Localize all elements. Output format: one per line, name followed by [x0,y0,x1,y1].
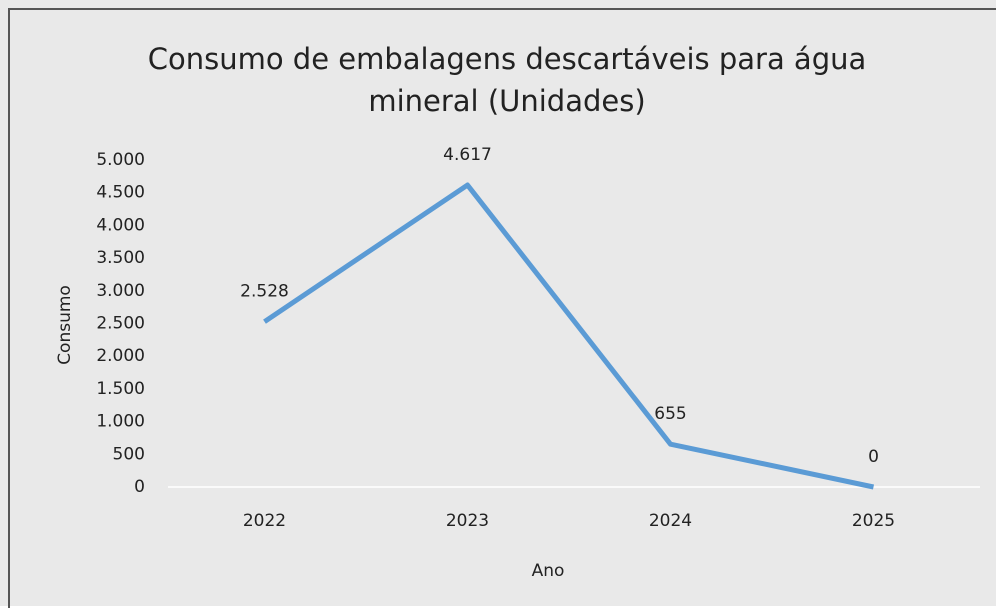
data-label: 2.528 [240,282,289,302]
y-tick-label: 0 [134,477,145,497]
x-tick-label: 2025 [852,511,895,531]
y-tick-label: 4.500 [96,183,145,203]
y-tick-label: 1.500 [96,379,145,399]
y-tick-label: 500 [113,444,145,464]
y-tick-label: 2.500 [96,314,145,334]
data-label: 0 [868,447,879,467]
frame [8,8,996,608]
chart-title: Consumo de embalagens descartáveis para … [147,42,867,118]
line [263,182,875,490]
y-tick-label: 3.000 [96,281,145,301]
x-tick-label: 2022 [243,511,286,531]
y-axis-label: Consumo [55,285,75,365]
data-label: 655 [654,404,686,424]
y-tick-label: 5.000 [96,150,145,170]
x-tick-label: 2024 [649,511,692,531]
y-tick-label: 3.500 [96,248,145,268]
data-label: 4.617 [443,145,492,165]
x-axis-label: Ano [532,561,565,581]
y-tick-label: 4.000 [96,215,145,235]
y-tick-label: 1.000 [96,412,145,432]
x-tick-label: 2023 [446,511,489,531]
y-tick-label: 2.000 [96,346,145,366]
